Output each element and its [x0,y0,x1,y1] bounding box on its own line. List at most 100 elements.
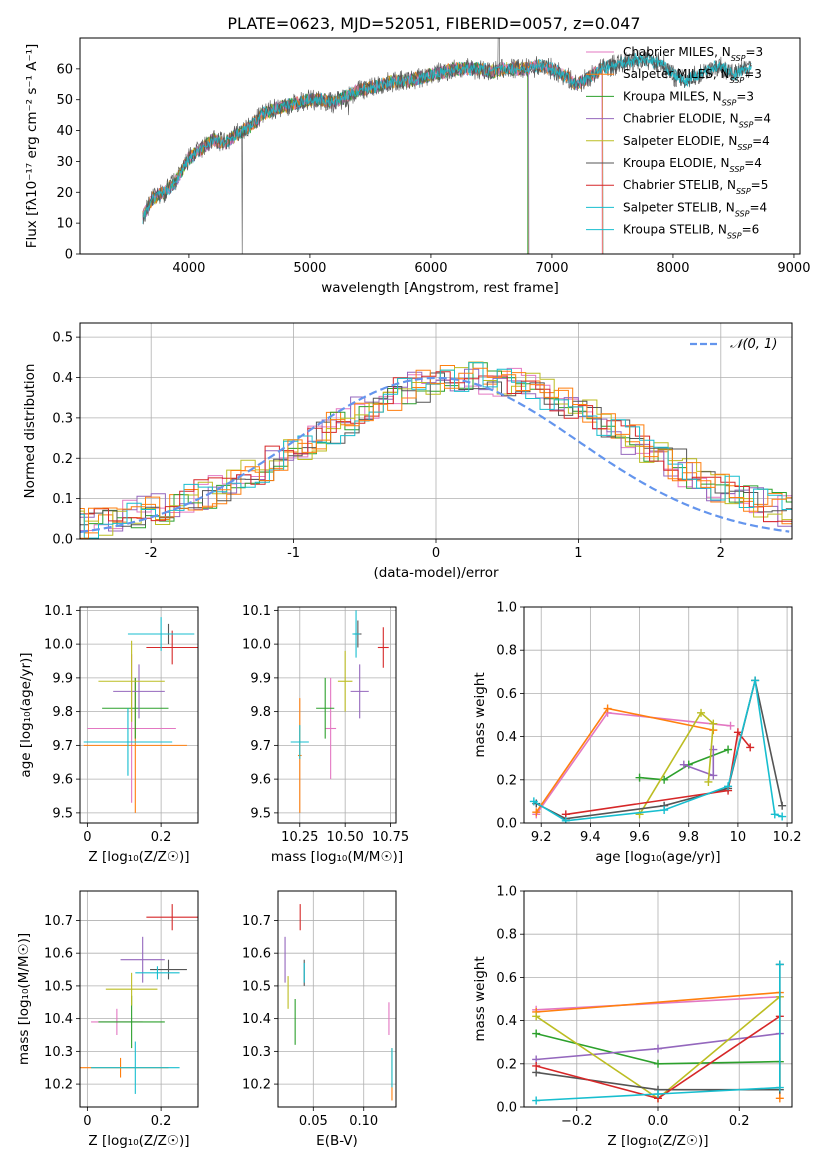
axes-frame [277,890,397,1108]
x-axis-label: Z [log₁₀(Z/Z☉)] [88,1133,189,1149]
y-tick-label: 0.2 [52,452,73,467]
y-tick-label: 0.3 [52,411,73,426]
weight-marker [724,745,733,754]
y-tick-label: 50 [56,93,73,108]
y-tick-label: 9.5 [250,806,271,821]
x-axis-label: wavelength [Angstrom, rest frame] [321,280,559,296]
histogram-step [80,371,792,523]
y-tick-label: 9.7 [250,739,271,754]
y-tick-label: 9.9 [52,671,73,686]
weight-marker [660,806,669,815]
x-tick-label: 7000 [535,261,568,276]
figure-title: PLATE=0623, MJD=52051, FIBERID=0057, z=0… [227,14,640,33]
plot-area [532,960,784,1105]
legend-subscript: SSP [722,98,737,107]
x-axis-label: mass [log₁₀(M/M☉)] [271,849,403,865]
plot-area [80,361,792,539]
weight-line [535,680,783,820]
legend-count: =4 [753,112,771,126]
legend-count: =3 [736,89,754,103]
x-tick-label: 5000 [293,261,326,276]
model-spectrum [142,61,529,254]
y-tick-label: 0.5 [52,331,73,346]
histogram-step [80,368,792,532]
y-tick-label: 10.2 [242,1078,271,1093]
weight-marker [679,760,688,769]
weight-marker [635,773,644,782]
legend-subscript: SSP [739,120,754,129]
model-spectrum [142,61,530,254]
axes-frame [79,890,199,1108]
legend-count: =6 [742,223,760,237]
legend-entry: Salpeter STELIB, NSSP=4 [623,200,767,218]
x-tick-label: 9.4 [580,830,601,845]
panel-mass-vs-ebv: 0.05 0.10 10.2 10.3 10.4 10.5 10.6 10.7 E(B-V) [242,890,397,1149]
y-tick-label: 9.5 [52,806,73,821]
weight-marker [709,719,718,728]
x-tick-label: −0.2 [561,1114,593,1129]
model-spectrum [142,61,529,254]
panel-age-vs-mass: 10.25 10.50 10.75 9.5 9.6 9.7 9.8 9.9 10.0 10.1 ma… [242,604,409,865]
y-tick-label: 0.0 [496,1101,517,1116]
y-tick-label: 0.1 [52,492,73,507]
y-tick-label: 9.7 [52,739,73,754]
y-tick-label: 20 [56,186,73,201]
weight-marker [603,704,612,713]
model-spectrum [142,54,752,218]
panel-age-vs-z: 0 0.2 9.5 9.6 9.7 9.8 9.9 10.0 10.1 Z [log₁₀(Z/Z☉… [18,604,199,865]
y-tick-label: 0.4 [496,1014,517,1029]
y-tick-label: 0.6 [496,971,517,986]
plot-area [83,617,198,813]
x-tick-label: 10.75 [372,830,409,845]
weight-marker [724,782,733,791]
x-tick-label: 8000 [656,261,689,276]
y-tick-label: 10.4 [44,1012,73,1027]
weight-marker [751,676,760,685]
weight-line [533,680,783,822]
y-tick-label: 60 [56,62,73,77]
y-tick-label: 30 [56,155,73,170]
y-tick-label: 0.0 [496,817,517,832]
y-tick-label: 10.7 [242,914,271,929]
x-tick-label: 9.2 [531,830,552,845]
axes-frame [79,37,801,255]
x-tick-label: -1 [287,546,300,561]
weight-line [565,730,751,816]
legend-subscript: SSP [737,142,752,151]
y-tick-label: 10.7 [44,914,73,929]
weight-marker [654,1059,662,1068]
weight-line [638,711,715,815]
legend-count: =4 [752,134,770,148]
legend-subscript: SSP [730,76,745,85]
weight-marker [532,808,541,817]
legend-count: =4 [744,156,762,170]
x-tick-label: 0 [83,1114,91,1129]
y-tick-label: 10.0 [242,638,271,653]
x-tick-label: 0.2 [151,1114,172,1129]
plot-area [529,676,787,823]
x-axis-label: age [log₁₀(age/yr)] [595,849,720,865]
x-tick-label: 0.10 [349,1114,378,1129]
data-spectrum [142,38,752,254]
weight-marker [532,1096,541,1105]
y-tick-label: 10.6 [44,947,73,962]
legend-entry: Kroupa ELODIE, NSSP=4 [623,156,762,174]
x-tick-label: -2 [145,546,158,561]
legend-subscript: SSP [736,187,751,196]
legend-subscript: SSP [735,209,750,218]
weight-marker [770,810,779,819]
y-tick-label: 1.0 [496,601,517,616]
panel-weight-vs-z: −0.2 0.0 0.2 0.0 0.2 0.4 0.6 0.8 1.0 Z [log₁₀(Z/Z… [472,885,793,1149]
x-tick-label: 0.2 [151,830,172,845]
y-tick-label: 10.5 [44,979,73,994]
y-tick-label: 10.1 [44,604,73,619]
panel-residuals: -2 -1 0 1 2 0.0 0.1 0.2 0.3 0.4 0.5 (data-model)/er… [22,322,793,581]
x-tick-label: 2 [717,546,725,561]
normal-curve [80,376,790,533]
y-tick-label: 9.8 [52,705,73,720]
y-axis-label: mass [log₁₀(M/M☉)] [16,933,32,1065]
y-tick-label: 10.2 [44,1078,73,1093]
x-axis-label: Z [log₁₀(Z/Z☉)] [607,1133,708,1149]
legend-count: =3 [745,45,763,59]
y-tick-label: 0.6 [496,687,517,702]
